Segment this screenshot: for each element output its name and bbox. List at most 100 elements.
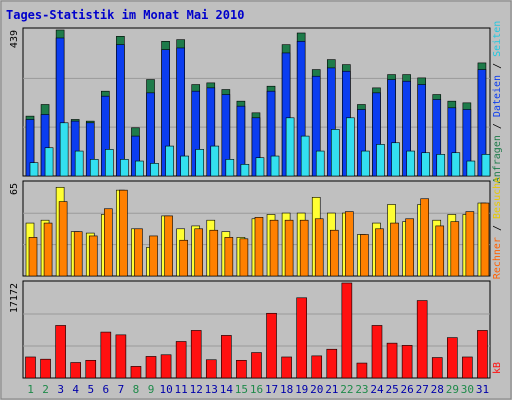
bar-rechner-22 <box>345 211 354 277</box>
bar-rechner-23 <box>360 234 369 277</box>
bar-seiten-20 <box>315 150 325 177</box>
bar-kb-13 <box>205 359 217 379</box>
bar-seiten-8 <box>135 160 144 177</box>
bar-kb-31 <box>477 330 488 379</box>
x-day-label: 30 <box>461 383 474 396</box>
bar-kb-14 <box>221 335 232 379</box>
bar-seiten-19 <box>300 135 310 177</box>
x-day-label: 20 <box>310 383 323 396</box>
y-max-label: 17172 <box>9 283 20 313</box>
bar-kb-28 <box>431 357 443 379</box>
bar-rechner-29 <box>450 221 460 277</box>
bar-seiten-15 <box>240 164 250 177</box>
bar-rechner-24 <box>375 228 384 277</box>
bar-seiten-14 <box>225 159 235 177</box>
bar-rechner-19 <box>299 219 309 277</box>
bar-seiten-5 <box>89 159 99 177</box>
bar-kb-16 <box>251 352 262 379</box>
bar-seiten-12 <box>195 149 205 177</box>
x-day-label: 1 <box>27 383 34 396</box>
bar-seiten-2 <box>44 147 54 177</box>
x-day-label: 18 <box>280 383 293 396</box>
bar-rechner-27 <box>420 198 429 277</box>
x-day-label: 22 <box>340 383 353 396</box>
y-max-label: 65 <box>9 183 20 195</box>
x-axis-day-labels: 1 2 3 4 5 6 7 8 9 10 11 12 13 14 15 16 17 18 19 20 21 22 23 24 2… <box>27 383 489 396</box>
bar-seiten-25 <box>391 142 400 177</box>
legend-part: / <box>492 219 503 237</box>
bar-rechner-31 <box>480 202 490 277</box>
x-day-label: 25 <box>385 383 398 396</box>
bar-kb-7 <box>115 334 127 379</box>
x-day-label: 12 <box>190 383 203 396</box>
bar-rechner-20 <box>314 218 324 277</box>
bar-kb-15 <box>236 359 247 379</box>
bar-kb-11 <box>175 341 187 379</box>
legend-part: Seiten <box>492 21 503 57</box>
bar-seiten-6 <box>105 149 114 177</box>
x-day-label: 6 <box>103 383 110 396</box>
bar-kb-6 <box>100 331 112 379</box>
bar-kb-5 <box>85 359 97 379</box>
bar-rechner-26 <box>405 218 414 277</box>
bar-kb-3 <box>55 325 66 379</box>
x-day-label: 10 <box>159 383 172 396</box>
x-day-label: 3 <box>57 383 64 396</box>
bar-kb-9 <box>145 356 157 379</box>
x-day-label: 21 <box>325 383 338 396</box>
x-day-label: 2 <box>42 383 49 396</box>
y-max-label: 439 <box>9 30 20 48</box>
bar-rechner-17 <box>269 219 279 277</box>
x-day-label: 28 <box>431 383 444 396</box>
bar-seiten-26 <box>406 150 415 177</box>
x-day-label: 23 <box>355 383 368 396</box>
bar-kb-29 <box>447 337 458 379</box>
bar-kb-25 <box>386 342 398 379</box>
legend-part: / <box>492 57 503 75</box>
chart-panels: 439 65 17172 <box>9 27 491 379</box>
bar-seiten-29 <box>451 152 461 177</box>
bar-seiten-1 <box>29 162 39 177</box>
bar-dateien-7 <box>116 44 125 177</box>
bar-kb-20 <box>311 355 323 379</box>
x-day-label: 26 <box>401 383 414 396</box>
legend-part: Anfragen <box>492 135 503 183</box>
bar-seiten-3 <box>59 122 69 177</box>
x-day-label: 15 <box>235 383 248 396</box>
bar-kb-1 <box>25 356 36 379</box>
bar-rechner-8 <box>134 228 143 277</box>
x-day-label: 27 <box>416 383 429 396</box>
bar-kb-26 <box>401 345 413 379</box>
bar-rechner-15 <box>239 238 249 277</box>
x-day-label: 19 <box>295 383 308 396</box>
panel-top: 439 <box>9 27 491 177</box>
x-day-label: 5 <box>87 383 94 396</box>
x-day-label: 29 <box>446 383 459 396</box>
bar-kb-24 <box>371 325 383 379</box>
bar-kb-4 <box>70 362 81 379</box>
bar-rechner-3 <box>58 201 68 277</box>
bar-rechner-6 <box>104 208 113 277</box>
bar-rechner-21 <box>329 229 339 277</box>
bar-rechner-7 <box>119 189 128 277</box>
bar-rechner-9 <box>149 235 158 277</box>
x-day-label: 4 <box>72 383 79 396</box>
legend-bottom: kB <box>492 362 503 374</box>
bar-kb-10 <box>160 354 172 379</box>
bar-rechner-28 <box>435 225 445 277</box>
chart-title: Tages-Statistik im Monat Mai 2010 <box>6 8 244 22</box>
x-day-label: 14 <box>220 383 234 396</box>
bar-kb-12 <box>190 330 202 379</box>
bar-seiten-23 <box>361 150 370 177</box>
bar-rechner-12 <box>194 228 204 277</box>
bar-kb-19 <box>296 297 307 379</box>
bar-seiten-4 <box>74 150 84 177</box>
bar-seiten-28 <box>436 154 446 177</box>
bar-rechner-11 <box>179 239 188 277</box>
bar-rechner-25 <box>390 222 399 277</box>
bar-kb-30 <box>462 356 473 379</box>
bar-kb-8 <box>130 366 142 379</box>
